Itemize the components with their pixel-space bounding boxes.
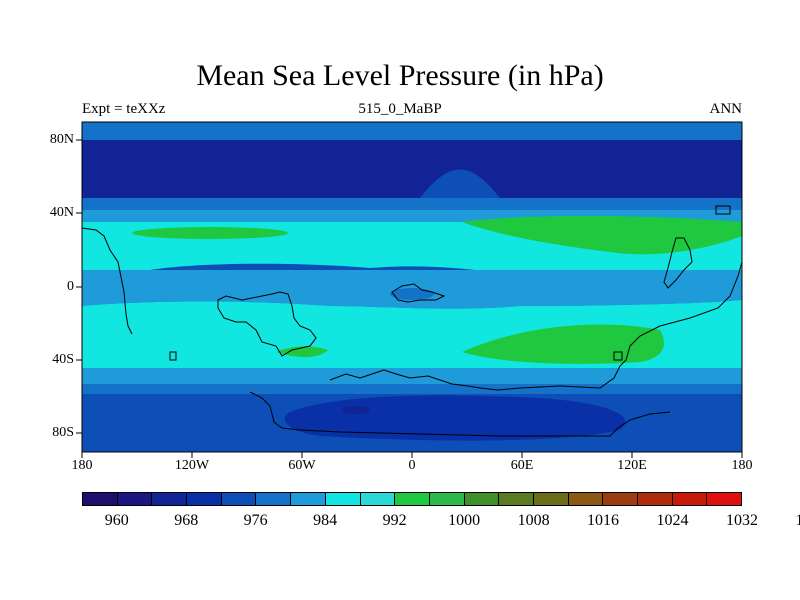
island-east xyxy=(663,237,693,289)
sh-high-west xyxy=(276,346,328,358)
x-tick-60w: 60W xyxy=(288,458,316,473)
x-tick-180w: 180 xyxy=(71,458,93,473)
equatorial-low xyxy=(390,288,434,300)
colorbar-box xyxy=(83,493,118,505)
season-label: ANN xyxy=(709,101,743,117)
colorbar-label: 1008 xyxy=(517,512,550,529)
experiment-label: Expt = teXXz xyxy=(82,101,166,117)
colorbar-label: 1016 xyxy=(587,512,620,529)
y-tick-80n: 80N xyxy=(49,132,74,147)
nh-high-west xyxy=(132,227,288,239)
x-tick-180e: 180 xyxy=(731,458,753,473)
time-label: 515_0_MaBP xyxy=(358,101,442,117)
x-tick-120w: 120W xyxy=(174,458,210,473)
x-tick-60e: 60E xyxy=(510,458,534,473)
colorbar-box xyxy=(429,493,465,505)
island-equator xyxy=(391,283,446,303)
small-island-ne xyxy=(715,205,731,215)
colorbar-box xyxy=(707,493,742,505)
x-tick-0: 0 xyxy=(408,458,416,473)
sh-blue-band xyxy=(82,368,742,384)
y-tick-40s: 40S xyxy=(52,352,74,367)
colorbar-box xyxy=(603,493,638,505)
sh-low-centre xyxy=(284,395,626,441)
colorbar-box xyxy=(464,493,500,505)
colorbar-label: 960 xyxy=(104,512,129,529)
coast-south xyxy=(329,261,743,391)
colorbar-label: 976 xyxy=(243,512,268,529)
x-tick-120e: 120E xyxy=(617,458,647,473)
sh-high-east xyxy=(462,324,664,364)
colorbar-box xyxy=(187,493,222,505)
colorbar-box xyxy=(291,493,326,505)
contour-fill xyxy=(82,122,742,452)
y-tick-40n: 40N xyxy=(49,205,74,220)
tick-marks xyxy=(76,139,743,458)
colorbar-box xyxy=(152,493,188,505)
antarctic-coast xyxy=(249,391,671,437)
north-polar-band xyxy=(82,122,742,140)
colorbar-label: 1040 xyxy=(795,512,800,529)
coastlines xyxy=(81,205,743,437)
colorbar-label: 1032 xyxy=(726,512,758,529)
small-island-sw xyxy=(169,351,177,361)
colorbar-box xyxy=(395,493,430,505)
colorbar-box xyxy=(221,493,257,505)
plot-title: Mean Sea Level Pressure (in hPa) xyxy=(196,59,604,92)
north-low-band xyxy=(82,140,742,198)
north-mid-band xyxy=(82,198,742,210)
small-island-se xyxy=(613,351,623,361)
colorbar-box xyxy=(499,493,534,505)
sh-deep-low xyxy=(342,406,370,414)
y-tick-0: 0 xyxy=(67,279,74,294)
colorbar xyxy=(82,492,742,506)
colorbar-box xyxy=(533,493,569,505)
colorbar-label: 1024 xyxy=(656,512,689,529)
sh-mid-band xyxy=(82,384,742,394)
colorbar-box xyxy=(117,493,153,505)
colorbar-label: 984 xyxy=(313,512,338,529)
colorbar-box xyxy=(672,493,708,505)
colorbar-box xyxy=(325,493,361,505)
colorbar-box xyxy=(638,493,673,505)
coast-west xyxy=(81,227,133,335)
colorbar-label: 968 xyxy=(174,512,199,529)
y-tick-80s: 80S xyxy=(52,425,74,440)
colorbar-box xyxy=(568,493,604,505)
nh-high-east xyxy=(462,216,742,255)
colorbar-box xyxy=(360,493,396,505)
colorbar-label: 992 xyxy=(382,512,407,529)
colorbar-box xyxy=(256,493,292,505)
continent-west xyxy=(217,291,317,357)
colorbar-label: 1000 xyxy=(448,512,481,529)
